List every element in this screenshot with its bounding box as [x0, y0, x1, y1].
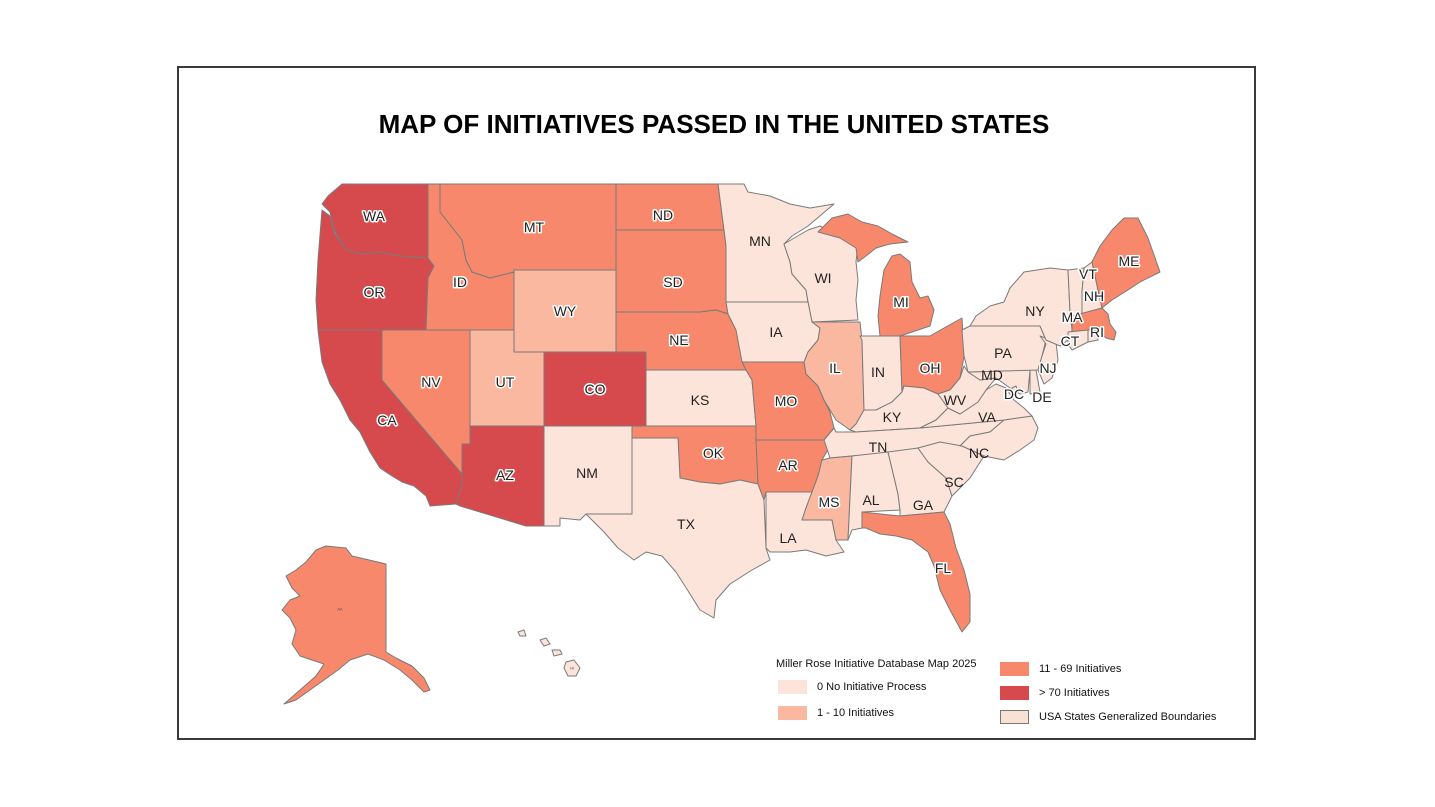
legend-label: > 70 Initiatives [1039, 687, 1110, 699]
legend-label: 11 - 69 Initiatives [1039, 663, 1122, 675]
state-RI[interactable] [1087, 329, 1099, 343]
state-SC[interactable] [917, 441, 985, 497]
label-AZ: AZ [496, 467, 514, 483]
label-NC: NC [969, 445, 989, 461]
legend-label: USA States Generalized Boundaries [1039, 711, 1217, 723]
state-MN[interactable] [717, 183, 835, 303]
label-WA: WA [363, 208, 386, 224]
state-AK[interactable] [281, 545, 431, 705]
label-KS: KS [691, 392, 710, 408]
label-OK: OK [703, 445, 724, 461]
label-UT: UT [496, 374, 515, 390]
label-OR: OR [364, 284, 385, 300]
label-NH: NH [1084, 288, 1104, 304]
label-KY: KY [883, 409, 902, 425]
label-RI: RI [1090, 324, 1104, 340]
label-MA: MA [1062, 309, 1084, 325]
label-MT: MT [524, 219, 545, 235]
legend-item-mid: 11 - 69 Initiatives [1000, 662, 1121, 676]
state-labels: WA OR CA NV ID MT WY UT CO AZ NM ND SD N… [337, 206, 1141, 671]
label-NE: NE [669, 332, 688, 348]
label-CO: CO [585, 381, 606, 397]
label-SC: SC [944, 474, 963, 490]
state-SD[interactable] [615, 229, 729, 315]
state-DC[interactable] [1011, 385, 1019, 395]
label-WI: WI [814, 270, 831, 286]
label-WV: WV [944, 392, 967, 408]
label-TX: TX [677, 516, 696, 532]
legend-item-boundaries: USA States Generalized Boundaries [1000, 710, 1216, 724]
label-MD: MD [981, 367, 1003, 383]
legend-item-high: > 70 Initiatives [1000, 686, 1110, 700]
label-TN: TN [869, 439, 888, 455]
legend-swatch-boundaries [1000, 710, 1029, 724]
state-HI[interactable] [517, 629, 581, 677]
legend-swatch-low [778, 706, 807, 720]
label-MI: MI [893, 294, 909, 310]
label-IA: IA [769, 324, 783, 340]
label-HI: HI [570, 666, 574, 671]
label-ID: ID [453, 274, 467, 290]
state-TX[interactable] [585, 437, 771, 619]
state-NJ[interactable] [1037, 335, 1059, 385]
label-FL: FL [935, 560, 952, 576]
label-OH: OH [920, 360, 941, 376]
label-AK: AK [337, 607, 343, 612]
legend-swatch-mid [1000, 662, 1029, 676]
label-SD: SD [663, 274, 682, 290]
label-IL: IL [829, 360, 841, 376]
legend-label: 1 - 10 Initiatives [817, 707, 895, 719]
label-NJ: NJ [1039, 360, 1056, 376]
label-ND: ND [653, 207, 673, 223]
label-GA: GA [913, 497, 934, 513]
legend-swatch-none [778, 680, 807, 694]
label-IN: IN [871, 364, 885, 380]
label-LA: LA [779, 530, 797, 546]
legend-item-none: 0 No Initiative Process [778, 680, 926, 694]
state-MI[interactable] [817, 213, 935, 337]
label-VA: VA [978, 409, 996, 425]
label-AL: AL [862, 492, 879, 508]
label-MS: MS [819, 494, 840, 510]
label-DE: DE [1032, 389, 1051, 405]
label-NM: NM [576, 465, 598, 481]
label-CT: CT [1061, 333, 1080, 349]
legend-item-low: 1 - 10 Initiatives [778, 706, 894, 720]
label-MO: MO [775, 393, 798, 409]
label-ME: ME [1119, 253, 1140, 269]
legend-swatch-high [1000, 686, 1029, 700]
state-FL[interactable] [861, 511, 971, 633]
legend-title: Miller Rose Initiative Database Map 2025 [776, 658, 977, 670]
legend: Miller Rose Initiative Database Map 2025… [776, 658, 1246, 738]
state-CT[interactable] [1067, 329, 1089, 351]
label-PA: PA [994, 345, 1012, 361]
legend-label: 0 No Initiative Process [817, 681, 927, 693]
label-WY: WY [554, 303, 577, 319]
label-AR: AR [778, 457, 797, 473]
map-title: MAP OF INITIATIVES PASSED IN THE UNITED … [378, 109, 1050, 139]
label-DC: DC [1004, 386, 1024, 402]
state-NC[interactable] [959, 415, 1039, 461]
label-NV: NV [421, 374, 441, 390]
label-CA: CA [377, 412, 397, 428]
label-VT: VT [1079, 266, 1097, 282]
label-MN: MN [749, 233, 771, 249]
label-NY: NY [1025, 303, 1045, 319]
